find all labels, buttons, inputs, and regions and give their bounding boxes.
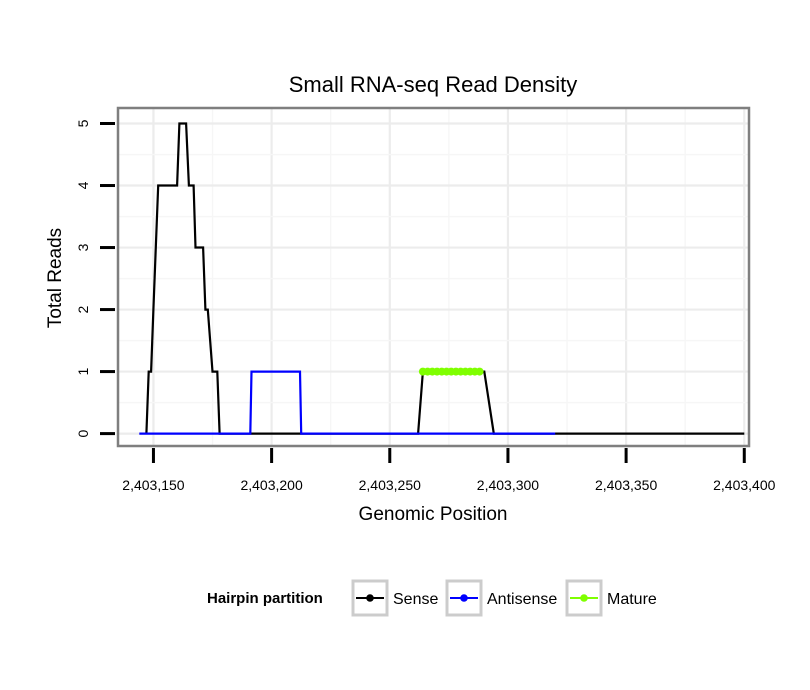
legend-label-antisense: Antisense: [487, 591, 557, 608]
x-tick-label: 2,403,150: [122, 477, 184, 493]
x-tick-label: 2,403,250: [359, 477, 421, 493]
legend-key-point-mature: [580, 594, 588, 602]
legend-key-point-antisense: [460, 594, 468, 602]
legend: Hairpin partition Sense Antisense Mature: [207, 579, 657, 617]
y-tick-label: 5: [75, 119, 91, 127]
x-axis-title: Genomic Position: [359, 504, 508, 525]
x-axis: 2,403,150 2,403,200 2,403,250 2,403,300 2,40…: [122, 448, 776, 493]
y-tick-label: 3: [75, 243, 91, 251]
y-tick-label: 0: [75, 429, 91, 437]
legend-label-mature: Mature: [607, 591, 657, 608]
x-tick-label: 2,403,300: [477, 477, 539, 493]
plot-panel: [116, 106, 751, 448]
x-tick-label: 2,403,200: [240, 477, 302, 493]
series-line-antisense: [139, 370, 556, 435]
y-axis-title: Total Reads: [45, 228, 66, 328]
y-tick-label: 4: [75, 181, 91, 189]
y-tick-label: 2: [75, 305, 91, 313]
series-point-mature: [475, 367, 484, 376]
chart-title: Small RNA-seq Read Density: [289, 72, 578, 97]
legend-label-sense: Sense: [393, 591, 438, 608]
x-tick-label: 2,403,400: [713, 477, 775, 493]
plot-grid: [118, 108, 749, 446]
series-layer: [139, 122, 745, 435]
y-tick-label: 1: [75, 367, 91, 375]
x-tick-label: 2,403,350: [595, 477, 657, 493]
legend-title: Hairpin partition: [207, 590, 323, 607]
legend-key-point-sense: [366, 594, 374, 602]
y-axis: 0 1 2 3 4 5: [75, 119, 115, 437]
